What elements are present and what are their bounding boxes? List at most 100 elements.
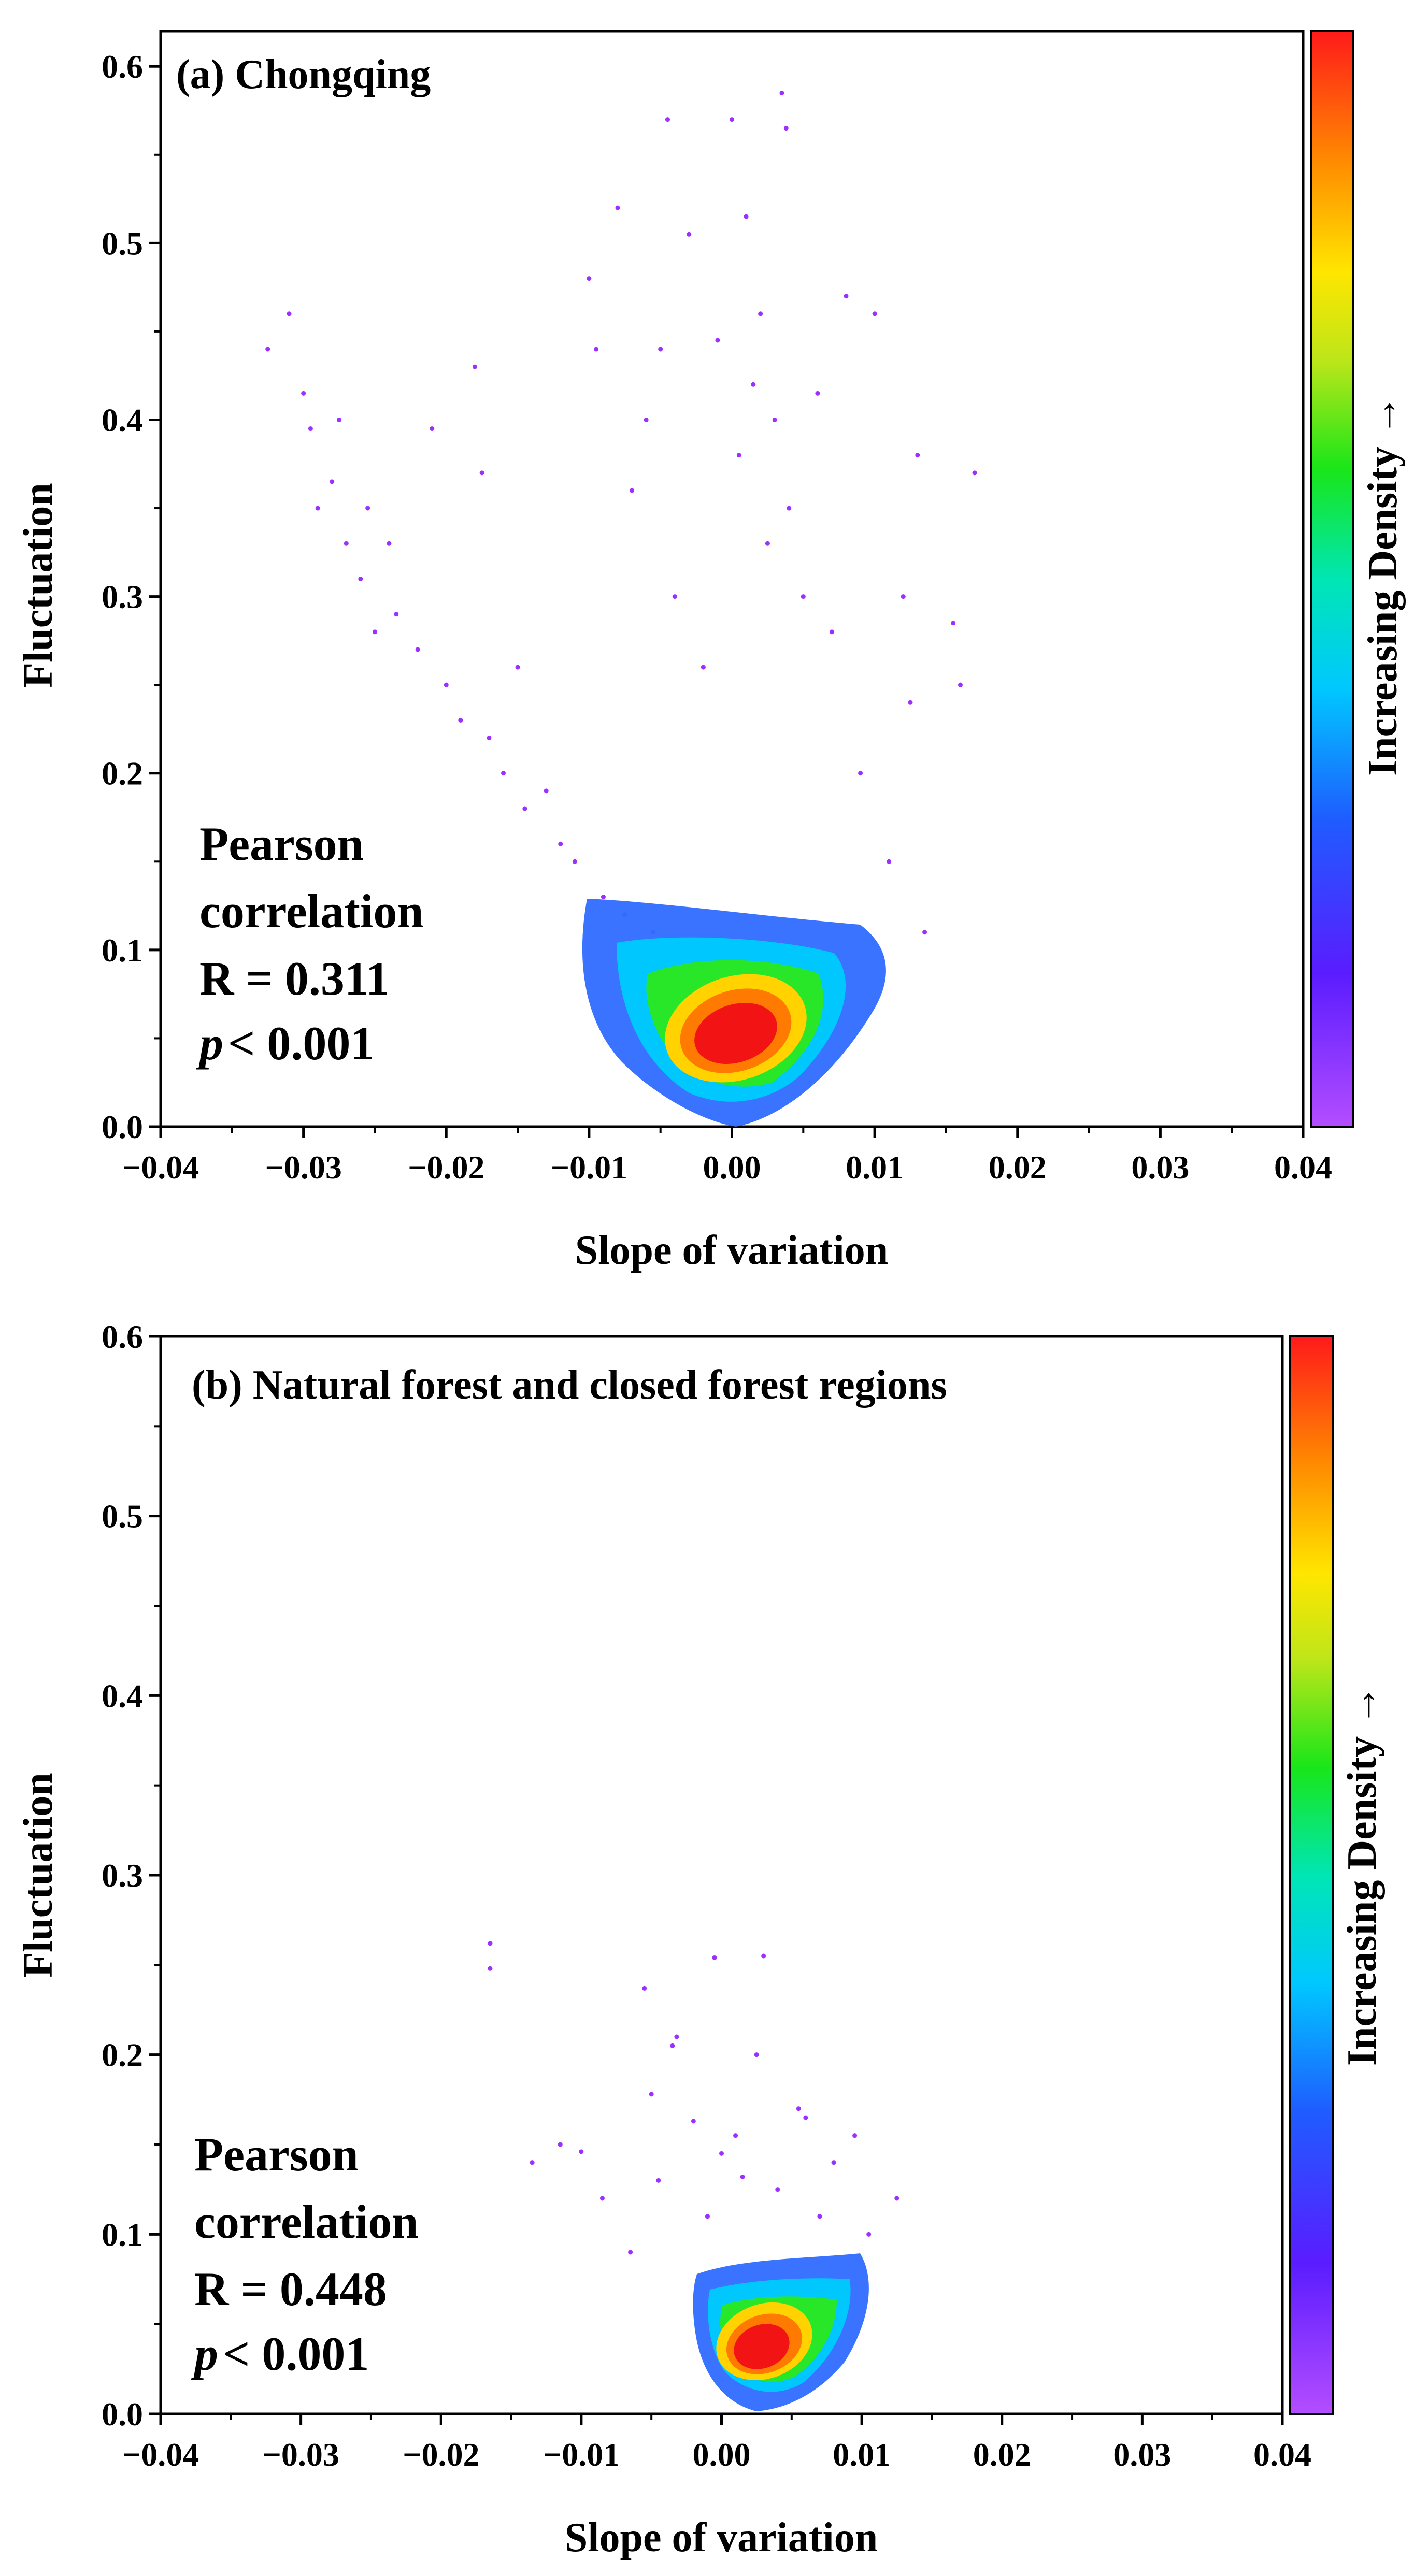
colorbar-label-a: Increasing Density → <box>1360 395 1406 776</box>
data-point <box>775 2187 780 2192</box>
annotation-line-3-a: R = 0.311 <box>199 952 390 1005</box>
data-point <box>387 541 392 546</box>
data-point <box>705 2214 710 2219</box>
data-point <box>558 2142 563 2147</box>
x-tick-label: 0.04 <box>1253 2436 1311 2473</box>
data-point <box>691 2119 696 2124</box>
data-point <box>894 2196 899 2201</box>
data-point <box>615 205 620 210</box>
x-tick-label: −0.04 <box>122 1149 199 1186</box>
y-tick-label: 0.6 <box>102 48 143 85</box>
data-point <box>430 426 435 431</box>
annotation-line-1-b: Pearson <box>194 2128 359 2181</box>
data-point <box>872 311 877 316</box>
data-point <box>803 2115 808 2120</box>
y-tick-label: 0.5 <box>102 1498 143 1535</box>
density-red-b <box>734 2324 790 2369</box>
annotation-line-3-b: R = 0.448 <box>194 2263 387 2315</box>
annotation-line-2-a: correlation <box>199 885 424 938</box>
data-point <box>587 276 592 281</box>
data-point <box>887 859 892 864</box>
y-tick-label: 0.0 <box>102 2396 143 2433</box>
scatter-points-b <box>488 1941 899 2255</box>
data-point <box>751 382 756 387</box>
data-point <box>787 506 792 511</box>
x-axis-label-a: Slope of variation <box>575 1228 888 1273</box>
data-point <box>365 506 370 511</box>
data-point <box>858 771 863 776</box>
chart-title-a: (a) Chongqing <box>176 52 431 97</box>
data-point <box>754 2052 759 2057</box>
annotation-line-1-a: Pearson <box>199 817 364 870</box>
x-tick-label: 0.03 <box>1113 2436 1171 2473</box>
y-tick-label: 0.0 <box>102 1109 143 1145</box>
data-point <box>601 895 606 900</box>
data-point <box>642 1985 647 1991</box>
y-axis-ticks-a: 0.0 0.1 0.2 0.3 0.4 0.5 0.6 <box>102 48 161 1145</box>
chart-title-b: (b) Natural forest and closed forest reg… <box>192 1362 947 1408</box>
y-tick-label: 0.3 <box>102 579 143 615</box>
x-axis-label-b: Slope of variation <box>565 2515 878 2560</box>
data-point <box>301 391 306 396</box>
data-point <box>665 117 670 122</box>
x-tick-label: 0.02 <box>989 1149 1047 1186</box>
data-point <box>740 2174 745 2179</box>
data-point <box>712 1955 717 1960</box>
data-point <box>579 2149 584 2154</box>
colorbar-b <box>1289 1335 1334 2415</box>
data-point <box>372 629 377 635</box>
annotation-p-a: p <box>196 1017 223 1070</box>
data-point <box>444 682 449 687</box>
data-point <box>765 541 770 546</box>
y-axis-ticks-b: 0.0 0.1 0.2 0.3 0.4 0.5 0.6 <box>102 1318 161 2433</box>
data-point <box>658 347 663 352</box>
y-tick-label: 0.1 <box>102 2216 143 2253</box>
colorbar-label-b: Increasing Density → <box>1339 1685 1385 2066</box>
pearson-annotation-b: Pearson correlation R = 0.448 p < 0.001 <box>191 2128 419 2380</box>
data-point <box>951 621 956 626</box>
x-axis-ticks-a: −0.04 −0.03 −0.02 −0.01 0.00 0.01 0.02 0.03 0.04 <box>122 1127 1332 1186</box>
x-axis-ticks-b: −0.04 −0.03 −0.02 −0.01 0.00 0.01 0.02 0.03 0.04 <box>122 2414 1311 2473</box>
data-point <box>501 771 506 776</box>
data-point <box>783 126 789 131</box>
data-point <box>736 453 741 458</box>
data-point <box>908 700 913 705</box>
y-tick-label: 0.2 <box>102 2037 143 2074</box>
data-point <box>744 214 749 219</box>
data-point <box>630 488 635 493</box>
data-point <box>487 736 492 741</box>
data-point <box>852 2133 858 2138</box>
x-tick-label: 0.04 <box>1274 1149 1332 1186</box>
data-point <box>649 2092 654 2097</box>
x-tick-label: −0.03 <box>262 2436 339 2473</box>
x-tick-label: 0.01 <box>833 2436 891 2473</box>
annotation-pvalue-b: < 0.001 <box>223 2327 369 2380</box>
data-point <box>922 930 927 935</box>
data-point <box>287 311 292 316</box>
y-tick-label: 0.3 <box>102 1857 143 1894</box>
data-point <box>817 2214 822 2219</box>
data-point <box>844 294 849 299</box>
data-point <box>544 788 549 794</box>
x-tick-label: 0.00 <box>693 2436 751 2473</box>
y-tick-label: 0.2 <box>102 755 143 792</box>
x-tick-label: 0.03 <box>1131 1149 1189 1186</box>
data-point <box>315 506 320 511</box>
data-point <box>687 232 692 237</box>
data-point <box>330 479 335 484</box>
data-point <box>733 2133 738 2138</box>
chart-panel-a: 0.00.10.20.30.40.50.6 −0.04 −0.03 −0.02 −0.… <box>16 30 1406 1273</box>
data-point <box>337 417 342 422</box>
data-point <box>558 841 563 846</box>
annotation-line-2-b: correlation <box>194 2195 419 2248</box>
data-point <box>265 347 270 352</box>
density-core-b <box>693 2253 869 2411</box>
data-point <box>796 2106 801 2111</box>
data-point <box>815 391 820 396</box>
x-tick-label: −0.02 <box>403 2436 479 2473</box>
data-point <box>779 90 784 95</box>
data-point <box>358 577 363 581</box>
x-tick-label: −0.01 <box>543 2436 620 2473</box>
data-point <box>801 594 806 599</box>
